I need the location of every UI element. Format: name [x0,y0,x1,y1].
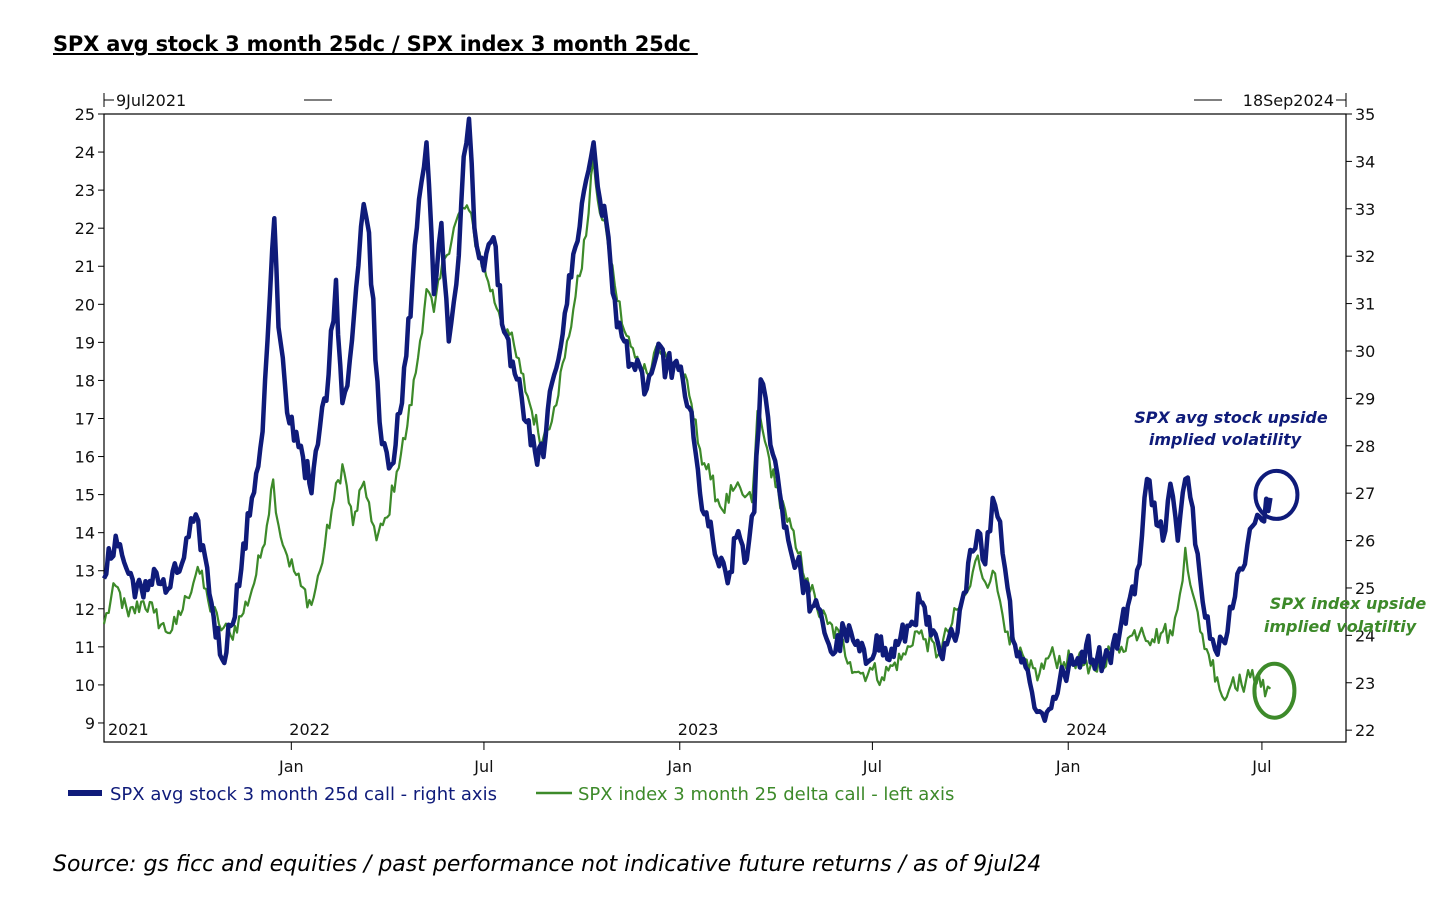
left-axis-label: 9 [85,714,95,733]
left-axis-label: 19 [75,333,95,352]
right-axis-label: 29 [1355,389,1375,408]
index-annotation-line: implied volatiltiy [1264,617,1417,636]
index-annotation-line: SPX index upside [1270,594,1427,613]
left-axis-label: 25 [75,105,95,124]
right-axis-label: 33 [1355,200,1375,219]
series-layer [102,116,1273,723]
left-axis-label: 14 [75,524,95,543]
left-axis-label: 10 [75,676,95,695]
left-axis-label: 20 [75,295,95,314]
left-axis-label: 17 [75,409,95,428]
right-axis-label: 31 [1355,295,1375,314]
year-label: 2022 [289,720,330,739]
legend: SPX avg stock 3 month 25d call - right a… [68,784,954,805]
left-axis-label: 16 [75,448,95,467]
right-axis-label: 23 [1355,674,1375,693]
left-axis-label: 11 [75,638,95,657]
series-line-index [102,158,1272,702]
left-axis-label: 24 [75,143,95,162]
stock-annotation-line: implied volatility [1149,430,1302,449]
annotations: SPX avg stock upside implied volatility SP… [1134,408,1427,720]
stock-annotation-line: SPX avg stock upside [1134,408,1328,427]
right-axis-label: 28 [1355,437,1375,456]
right-axis-label: 27 [1355,484,1375,503]
right-axis-label: 25 [1355,579,1375,598]
left-axis-label: 13 [75,562,95,581]
month-label: Jan [278,757,304,776]
right-axis-label: 35 [1355,105,1375,124]
plot-frame [103,113,1347,743]
year-label: 2024 [1066,720,1107,739]
year-label: 2021 [108,720,149,739]
year-label: 2023 [678,720,719,739]
left-axis-label: 18 [75,371,95,390]
left-axis-label: 23 [75,181,95,200]
month-label: Jul [473,757,493,776]
series-line-stock-avg [102,116,1273,723]
month-label: Jan [1055,757,1081,776]
end-date-label: 18Sep2024 [1243,91,1334,110]
right-axis-label: 30 [1355,342,1375,361]
month-label: Jul [862,757,882,776]
axes: 9101112131415161718192021222324252223242… [75,91,1376,776]
stock-highlight-circle [1253,468,1300,521]
left-axis-label: 12 [75,600,95,619]
legend-label-stock-avg: SPX avg stock 3 month 25d call - right a… [110,784,497,805]
right-axis-label: 34 [1355,152,1375,171]
index-highlight-circle [1252,661,1297,720]
chart-title: SPX avg stock 3 month 25dc / SPX index 3… [53,32,698,56]
start-date-label: 9Jul2021 [116,91,186,110]
month-label: Jul [1251,757,1271,776]
left-axis-label: 22 [75,219,95,238]
left-axis-label: 15 [75,486,95,505]
right-axis-label: 26 [1355,532,1375,551]
left-axis-label: 21 [75,257,95,276]
right-axis-label: 32 [1355,247,1375,266]
right-axis-label: 22 [1355,721,1375,740]
legend-label-index: SPX index 3 month 25 delta call - left a… [578,784,954,805]
source-note: Source: gs ficc and equities / past perf… [53,852,1042,877]
right-axis-label: 24 [1355,626,1375,645]
month-label: Jan [666,757,692,776]
